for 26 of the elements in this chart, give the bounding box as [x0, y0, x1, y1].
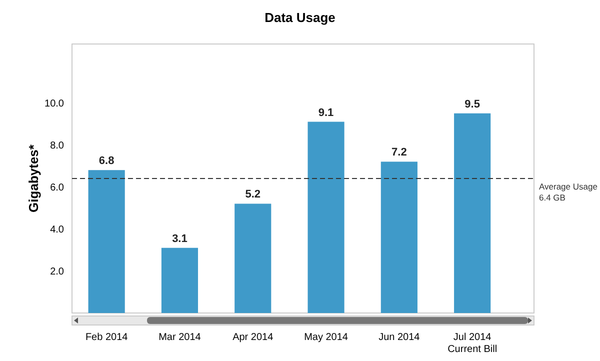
data-label: 5.2	[245, 188, 261, 201]
ref-line-label: Average Usage 6.4 GB	[539, 182, 598, 202]
y-tick-label: 6.0	[50, 182, 64, 194]
bar	[308, 122, 344, 313]
y-tick-label: 8.0	[50, 140, 64, 152]
data-label: 7.2	[392, 146, 407, 159]
bar	[234, 204, 272, 313]
bar	[161, 248, 198, 313]
data-label: 6.8	[98, 155, 114, 168]
y-tick-label: 2.0	[50, 266, 64, 278]
data-label: 9.5	[464, 98, 480, 110]
x-tick-label: Feb 2014	[85, 332, 128, 343]
y-tick-label: 10.0	[44, 98, 64, 110]
data-label: 9.1	[318, 106, 334, 119]
x-tick-label: Jul 2014 Current Bill	[448, 332, 498, 355]
data-label: 3.1	[172, 232, 188, 245]
y-axis-title: Gigabytes*	[26, 144, 41, 212]
chart-title: Data Usage	[264, 10, 336, 25]
bar	[454, 113, 491, 313]
bar	[88, 170, 125, 313]
x-tick-label: May 2014	[304, 332, 348, 343]
x-tick-label: Apr 2014	[232, 332, 274, 343]
x-tick-label: Jun 2014	[378, 332, 420, 343]
x-tick-label: Mar 2014	[158, 332, 202, 343]
y-tick-label: 4.0	[50, 224, 64, 236]
bar	[380, 162, 418, 313]
